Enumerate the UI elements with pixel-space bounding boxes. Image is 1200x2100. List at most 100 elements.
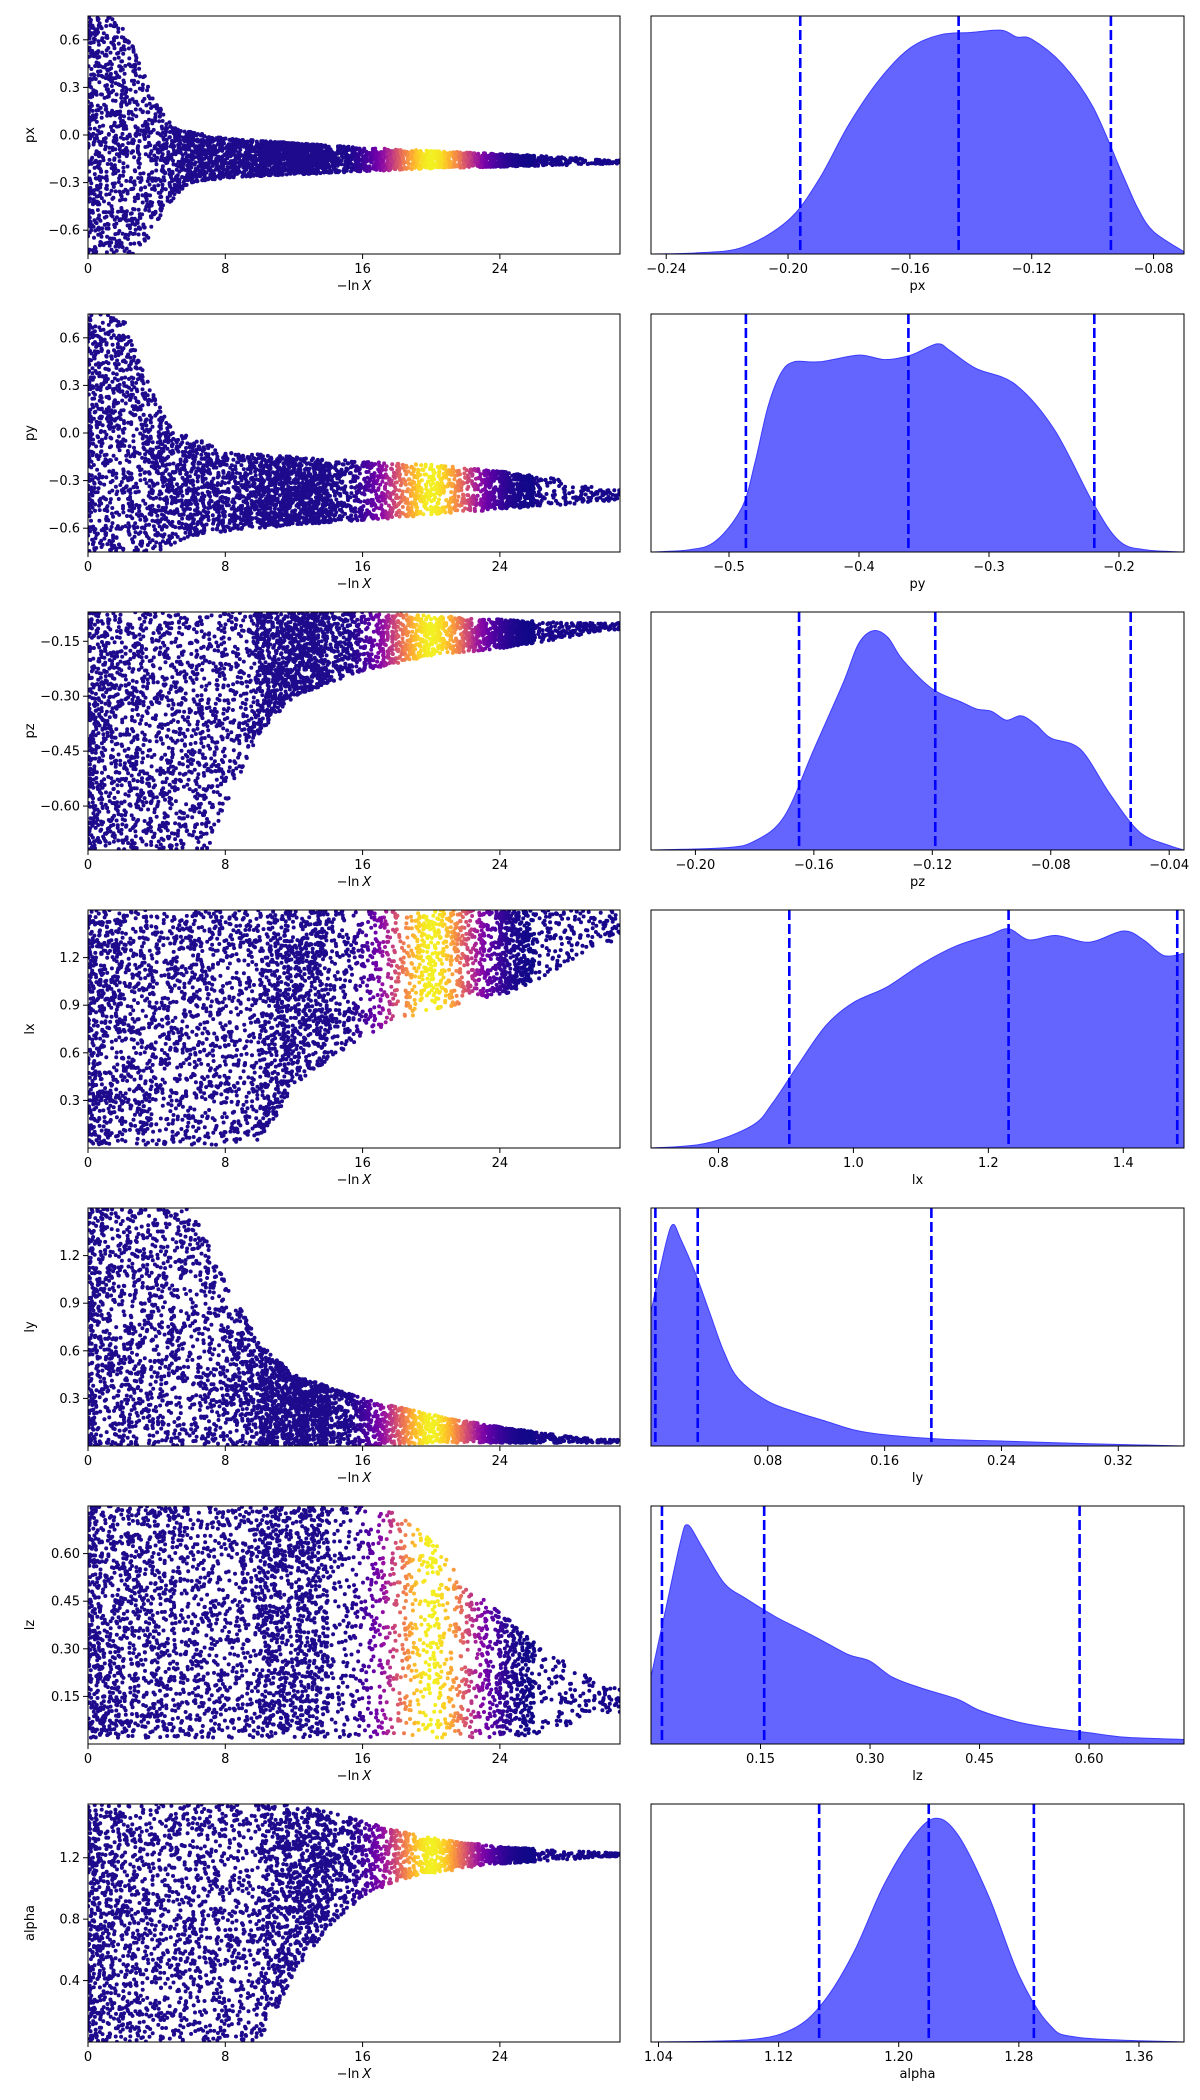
trace-point: [232, 146, 237, 151]
trace-point: [515, 163, 520, 168]
trace-point: [121, 165, 126, 170]
trace-point: [140, 193, 145, 198]
trace-point: [117, 154, 122, 159]
trace-point: [556, 156, 561, 161]
trace-point: [398, 165, 403, 169]
trace-point: [123, 217, 128, 222]
trace-point: [357, 162, 362, 167]
trace-point: [251, 172, 256, 177]
trace-point: [539, 160, 543, 164]
trace-point: [110, 108, 115, 113]
trace-point: [119, 243, 124, 248]
trace-point: [116, 209, 120, 214]
trace-point: [161, 112, 166, 117]
trace-point: [102, 95, 107, 100]
trace-point: [95, 202, 100, 207]
trace-point: [114, 92, 119, 97]
trace-point: [373, 146, 378, 151]
y-tick-label: 0.3: [59, 81, 80, 96]
trace-point: [141, 498, 146, 503]
trace-point: [330, 150, 335, 155]
trace-point: [123, 99, 128, 104]
trace-point: [121, 189, 126, 194]
trace-point: [104, 87, 109, 92]
trace-point: [161, 175, 166, 180]
trace-point: [149, 215, 154, 220]
trace-point: [131, 47, 136, 52]
trace-point: [225, 165, 230, 169]
trace-point: [196, 156, 201, 161]
trace-point: [156, 183, 161, 188]
trace-point: [122, 126, 127, 131]
trace-point: [119, 135, 123, 140]
trace-point: [96, 165, 101, 170]
trace-point: [97, 154, 101, 159]
trace-point: [90, 208, 95, 213]
x-tick-label: −0.12: [1012, 262, 1052, 277]
trace-point: [89, 228, 94, 233]
trace-point: [271, 169, 276, 174]
trace-point: [109, 66, 114, 71]
trace-point: [121, 85, 126, 90]
trace-point: [182, 129, 187, 134]
trace-point: [160, 152, 165, 157]
trace-point: [110, 236, 115, 241]
trace-point: [390, 462, 395, 467]
kde-curve: [651, 29, 1184, 254]
trace-point: [314, 143, 318, 148]
trace-point: [145, 110, 150, 115]
trace-point: [126, 40, 131, 45]
trace-point: [147, 176, 152, 180]
trace-point: [435, 149, 440, 154]
trace-point: [228, 148, 233, 153]
trace-point: [106, 222, 111, 227]
trace-point: [436, 155, 441, 160]
trace-point: [389, 159, 394, 164]
kde-area: [651, 30, 1184, 254]
trace-point: [334, 168, 339, 173]
trace-point: [383, 167, 388, 172]
trace-point: [357, 169, 362, 174]
trace-point: [241, 153, 246, 158]
trace-point: [164, 122, 169, 127]
trace-point: [90, 493, 95, 498]
trace-point: [127, 56, 132, 61]
trace-point: [381, 154, 386, 159]
trace-point: [153, 112, 158, 117]
trace-point: [104, 35, 109, 40]
trace-point: [365, 165, 370, 170]
trace-point: [116, 55, 121, 60]
trace-point: [202, 152, 207, 157]
trace-point: [113, 166, 118, 171]
trace-point: [122, 47, 127, 52]
trace-point: [110, 181, 115, 186]
trace-point: [146, 154, 151, 159]
trace-point: [524, 158, 529, 163]
trace-point: [99, 92, 103, 97]
trace-point: [387, 167, 392, 172]
trace-point: [409, 150, 414, 155]
trace-point: [309, 145, 314, 150]
trace-point: [134, 73, 138, 78]
trace-point: [109, 84, 114, 88]
trace-point: [100, 230, 105, 235]
trace-point: [168, 170, 173, 175]
trace-point: [360, 165, 365, 170]
trace-point: [129, 140, 134, 145]
trace-point: [129, 211, 134, 216]
trace-point: [92, 172, 97, 177]
trace-point: [98, 64, 103, 69]
trace-point: [110, 76, 115, 81]
trace-point: [116, 142, 121, 147]
trace-point: [210, 513, 215, 518]
trace-point: [230, 137, 235, 141]
trace-point: [437, 497, 441, 502]
trace-point: [138, 171, 143, 176]
trace-point: [120, 26, 125, 31]
trace-point: [164, 157, 169, 162]
trace-point: [88, 185, 93, 190]
trace-point: [96, 225, 101, 230]
trace-point: [190, 180, 195, 185]
trace-point: [120, 67, 125, 72]
trace-point: [137, 66, 142, 71]
